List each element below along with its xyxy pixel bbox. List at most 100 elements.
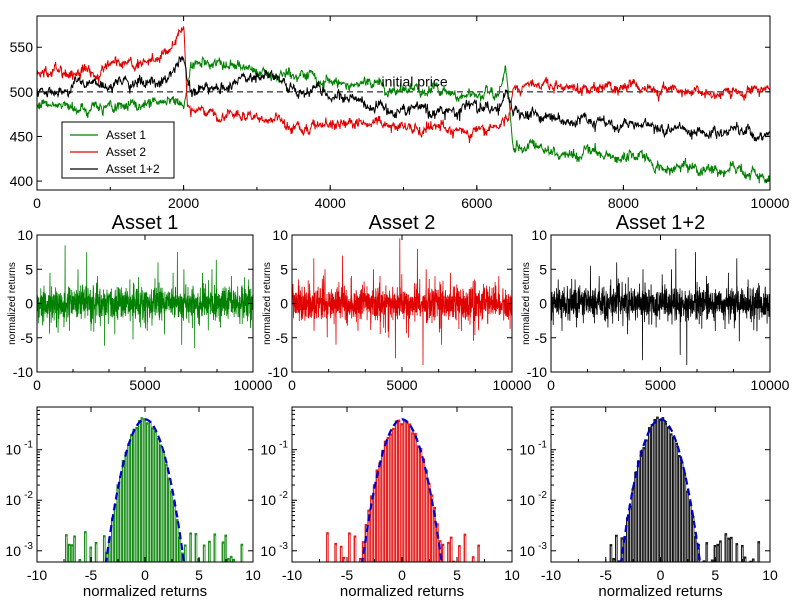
histogram-bar — [342, 556, 346, 562]
returns_asset2-plot-area — [292, 238, 512, 366]
x-tick-label: 10 — [245, 567, 261, 583]
y-tick-label: 5 — [25, 261, 33, 277]
y-axis-label: normalized returns — [262, 262, 273, 345]
gaussian-fit-line — [361, 418, 443, 562]
y-tick-label: 5 — [280, 261, 288, 277]
histogram-bar — [132, 428, 136, 562]
histogram-bar — [680, 461, 684, 562]
series-line-asset-1 — [37, 245, 253, 349]
histogram-bar — [477, 544, 480, 562]
chart-title: Asset 1 — [112, 212, 179, 234]
x-tick-label: 10000 — [751, 377, 790, 393]
histogram-bar — [449, 536, 453, 562]
histogram-bar — [119, 476, 122, 562]
x-tick-label: 4000 — [315, 195, 346, 211]
y-tick-exponent: -1 — [279, 440, 288, 451]
series-line-asset-1 — [37, 55, 770, 184]
y-tick-label: 10 — [531, 227, 547, 243]
histogram-bar — [370, 495, 373, 562]
histogram-bars — [65, 417, 244, 562]
y-tick-label: 10 — [260, 442, 276, 458]
legend-label-0: Asset 1 — [106, 128, 146, 142]
histogram-bars — [609, 416, 761, 562]
x-tick-label: -5 — [85, 567, 98, 583]
histogram-bar — [334, 542, 337, 562]
histogram-bar — [667, 426, 670, 562]
histogram-bar — [425, 469, 428, 562]
hist_asset12-plot-area — [609, 416, 761, 562]
histogram-bar — [240, 543, 244, 562]
histogram-bar — [730, 536, 733, 562]
histogram-bar — [686, 490, 689, 562]
x-tick-label: -10 — [282, 567, 302, 583]
legend-label-2: Asset 1+2 — [106, 162, 160, 176]
histogram-bar — [167, 477, 171, 562]
histogram-bar — [227, 558, 230, 562]
y-tick-label: 10 — [519, 442, 535, 458]
y-tick-label: 500 — [10, 84, 34, 100]
histogram-bar — [694, 536, 698, 562]
y-tick-label: -5 — [276, 330, 289, 346]
x-tick-label: 10000 — [234, 377, 273, 393]
x-tick-label: 10 — [762, 567, 778, 583]
histogram-bar — [433, 506, 436, 562]
histogram-bar — [724, 533, 728, 562]
y-tick-exponent: -2 — [24, 490, 33, 501]
histogram-bar — [664, 422, 667, 562]
x-tick-label: 5000 — [645, 377, 676, 393]
histogram-bar — [383, 440, 387, 562]
y-tick-label: 5 — [539, 261, 547, 277]
hist_asset12-frame — [550, 406, 771, 563]
y-tick-label: 10 — [5, 442, 21, 458]
x-tick-label: 5000 — [129, 377, 160, 393]
histogram-bar — [645, 439, 648, 562]
histogram-bar — [743, 556, 747, 562]
histogram-bar — [381, 450, 384, 562]
histogram-bar — [378, 462, 381, 562]
histogram-bar — [208, 540, 211, 562]
annotation-initial-price: initial price — [382, 73, 448, 89]
x-tick-label: -10 — [541, 567, 561, 583]
histogram-bar — [403, 420, 406, 562]
x-tick-label: 2000 — [168, 195, 199, 211]
histogram-bar — [441, 543, 445, 562]
histogram-bar — [173, 501, 176, 562]
histogram-bar — [353, 535, 357, 562]
y-tick-label: 10 — [5, 543, 21, 559]
histogram-bar — [678, 454, 681, 562]
histogram-bar — [628, 505, 632, 562]
histogram-bar — [348, 532, 351, 562]
chart-prices: initial price Asset 1 Asset 2 Asset 1+2 0 200… — [10, 16, 790, 211]
x-tick-label: -10 — [27, 567, 47, 583]
gaussian-fit-line — [104, 418, 186, 562]
x-tick-label: 5 — [711, 567, 719, 583]
x-tick-label: 0 — [288, 377, 296, 393]
x-tick-label: 5 — [453, 567, 461, 583]
x-tick-label: 0 — [398, 567, 406, 583]
hist_asset1-frame — [36, 406, 254, 563]
histogram-bar — [642, 447, 646, 562]
x-tick-label: 6000 — [461, 195, 492, 211]
x-axis-label: normalized returns — [83, 583, 207, 600]
histogram-bar — [339, 545, 343, 562]
histogram-bar — [159, 444, 163, 562]
histogram-bar — [221, 541, 225, 562]
y-tick-label: 10 — [260, 492, 276, 508]
chart-title: Asset 2 — [369, 212, 436, 234]
histogram-bar — [634, 471, 637, 562]
histogram-bar — [669, 433, 673, 562]
series-line-asset-2 — [37, 26, 770, 143]
histogram-bar — [375, 469, 379, 562]
histogram-bar — [386, 436, 390, 562]
histogram-bar — [414, 432, 417, 562]
y-tick-label: 10 — [519, 492, 535, 508]
y-tick-label: 0 — [25, 296, 33, 312]
y-tick-label: -10 — [268, 364, 288, 380]
chart-returns_asset2: 0 5000 10000 -10 -5 0 5 10 Asset 2 normalized ret… — [262, 212, 532, 393]
x-tick-label: 0 — [33, 195, 41, 211]
y-tick-exponent: -3 — [279, 541, 288, 552]
x-tick-label: 10000 — [493, 377, 532, 393]
series-line-asset-1-2 — [37, 55, 770, 142]
